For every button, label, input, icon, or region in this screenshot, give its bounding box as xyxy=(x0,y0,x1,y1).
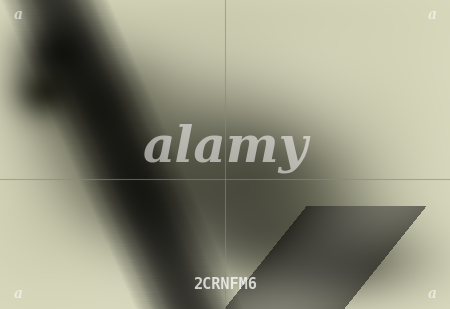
Text: a: a xyxy=(14,286,22,301)
Text: a: a xyxy=(428,8,436,23)
Text: a: a xyxy=(14,8,22,23)
Text: a: a xyxy=(428,286,436,301)
Text: alamy: alamy xyxy=(142,124,308,173)
Text: 2CRNFM6: 2CRNFM6 xyxy=(193,277,257,292)
